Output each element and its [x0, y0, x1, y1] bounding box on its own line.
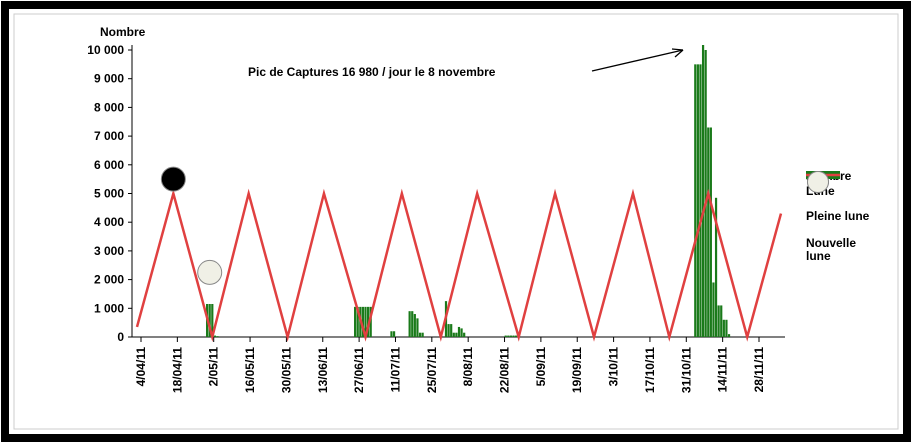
legend-label: Nouvelle lune — [806, 236, 857, 263]
x-tick-label: 16/05/11 — [243, 347, 257, 393]
arrow-head — [671, 48, 684, 58]
x-tick-label: 13/06/11 — [316, 347, 330, 393]
legend-label: Pleine lune — [806, 209, 870, 223]
bar — [208, 303, 211, 337]
y-tick-label: 8 000 — [94, 100, 124, 114]
x-tick-label: 25/07/11 — [425, 347, 439, 393]
y-tick-label: 9 000 — [94, 72, 124, 86]
bar — [369, 306, 372, 337]
bar — [411, 311, 414, 337]
bar — [354, 306, 357, 337]
bar — [709, 127, 712, 337]
bar — [701, 45, 705, 337]
bar — [694, 64, 697, 337]
annotation-arrow — [591, 49, 684, 72]
x-tick-label: 3/10/11 — [607, 347, 621, 387]
x-tick-label: 11/07/11 — [388, 347, 402, 393]
bar — [413, 314, 416, 337]
y-tick-label: 5 000 — [94, 187, 124, 201]
bar — [699, 64, 702, 337]
bar — [463, 332, 466, 337]
bar — [216, 336, 219, 337]
x-tick-label: 31/10/11 — [679, 347, 693, 393]
y-tick-label: 7 000 — [94, 129, 124, 143]
swatch — [807, 171, 829, 193]
y-tick-label: 10 000 — [87, 43, 124, 57]
bar — [452, 332, 455, 337]
y-tick-label: 1 000 — [94, 301, 124, 315]
bar — [714, 197, 718, 337]
bar — [211, 303, 214, 337]
y-tick-label: 2 000 — [94, 273, 124, 287]
y-axis-title: Nombre — [100, 25, 146, 39]
bar — [717, 305, 720, 337]
x-tick-label: 2/05/11 — [207, 347, 221, 387]
bar — [447, 324, 450, 337]
x-tick-label: 30/05/11 — [279, 347, 293, 393]
plot — [206, 45, 731, 337]
bar — [509, 335, 513, 337]
bar — [392, 331, 396, 337]
bar — [416, 318, 419, 337]
bar — [725, 319, 728, 337]
bar — [515, 335, 518, 337]
y-tick-label: 4 000 — [94, 215, 124, 229]
x-tick-label: 8/08/11 — [461, 347, 475, 387]
bar — [455, 332, 458, 337]
bar — [421, 332, 424, 337]
legend-swatch — [807, 171, 829, 193]
bar — [457, 326, 461, 337]
x-tick-label: 28/11/11 — [752, 347, 766, 393]
bar — [720, 305, 723, 337]
bar — [704, 50, 707, 337]
x-tick-label: 18/04/11 — [170, 347, 184, 393]
legend-item: Nouvelle lune — [806, 171, 912, 263]
bar — [450, 324, 453, 337]
y-tick-label: 0 — [117, 330, 124, 344]
bar — [460, 328, 463, 337]
x-tick-label: 14/11/11 — [716, 347, 730, 393]
bar — [356, 306, 359, 337]
bar — [507, 335, 510, 337]
x-tick-label: 5/09/11 — [534, 347, 548, 387]
bar — [707, 127, 710, 337]
bar — [408, 311, 411, 337]
y-tick-label: 3 000 — [94, 244, 124, 258]
moon-marker — [197, 259, 223, 285]
bar — [213, 335, 216, 337]
moon-marker — [160, 166, 186, 192]
bar — [364, 306, 367, 337]
moon-line — [135, 188, 783, 342]
bar — [390, 331, 393, 337]
bar — [722, 319, 725, 337]
x-tick-label: 22/08/11 — [498, 347, 512, 393]
bar — [712, 282, 715, 337]
x-tick-label: 4/04/11 — [134, 347, 148, 387]
bar — [504, 335, 507, 337]
bar — [418, 332, 422, 337]
legend-item: Pleine lune — [806, 171, 912, 223]
x-tick-label: 19/09/11 — [570, 347, 584, 393]
annotation: Pic de Captures 16 980 / jour le 8 novem… — [248, 65, 496, 79]
inner-frame — [13, 13, 899, 430]
bar — [696, 64, 699, 337]
bar — [512, 335, 515, 337]
bar — [361, 306, 365, 337]
x-tick-label: 17/10/11 — [643, 347, 657, 393]
bar — [727, 334, 731, 337]
x-tick-label: 27/06/11 — [352, 347, 366, 393]
y-tick-label: 6 000 — [94, 158, 124, 172]
